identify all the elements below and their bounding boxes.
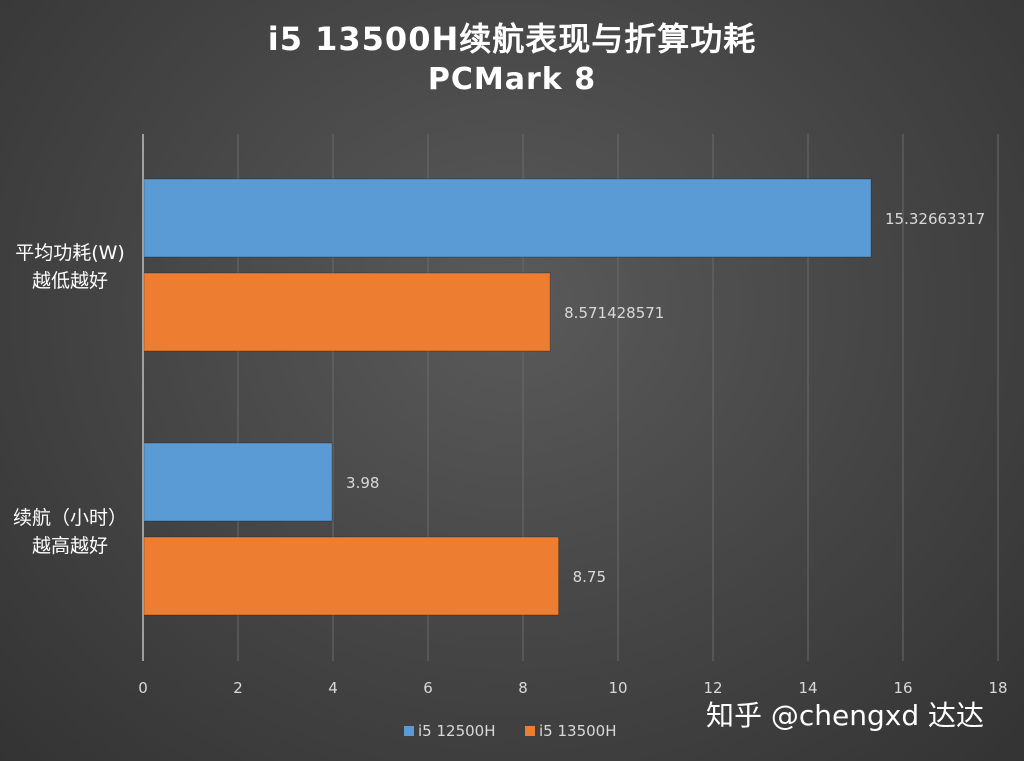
watermark-text: 知乎 @chengxd 达达	[706, 699, 985, 732]
legend-label: i5 12500H	[418, 722, 495, 740]
legend-label: i5 13500H	[539, 722, 616, 740]
bar	[143, 178, 872, 258]
bar	[143, 536, 560, 616]
data-labels: 15.32663317 3.98 8.571428571 8.75	[346, 210, 985, 586]
category-label: 平均功耗(W)	[15, 242, 125, 264]
x-tick-label: 0	[138, 679, 148, 697]
legend-swatch	[525, 726, 535, 736]
data-label: 8.75	[573, 568, 606, 586]
bars	[143, 178, 872, 616]
category-label: 越高越好	[32, 535, 108, 557]
x-tick-label: 6	[423, 679, 433, 697]
x-tick-label: 12	[703, 679, 722, 697]
x-tick-label: 4	[328, 679, 338, 697]
category-label: 续航（小时）	[13, 507, 127, 529]
bar	[143, 272, 551, 352]
x-tick-label: 16	[893, 679, 912, 697]
x-tick-label: 2	[233, 679, 243, 697]
x-tick-label: 14	[798, 679, 817, 697]
chart-subtitle: PCMark 8	[427, 62, 597, 97]
chart-title: i5 13500H续航表现与折算功耗	[267, 20, 757, 58]
x-axis: 0 2 4 6 8 10 12 14 16 18	[138, 134, 1008, 697]
x-tick-label: 8	[518, 679, 528, 697]
legend-swatch	[404, 726, 414, 736]
data-label: 15.32663317	[885, 210, 985, 228]
category-label: 越低越好	[32, 270, 108, 292]
x-tick-label: 10	[608, 679, 627, 697]
bar	[143, 442, 333, 522]
legend: i5 12500H i5 13500H	[404, 722, 616, 740]
data-label: 3.98	[346, 474, 379, 492]
data-label: 8.571428571	[564, 304, 664, 322]
x-tick-label: 18	[988, 679, 1007, 697]
